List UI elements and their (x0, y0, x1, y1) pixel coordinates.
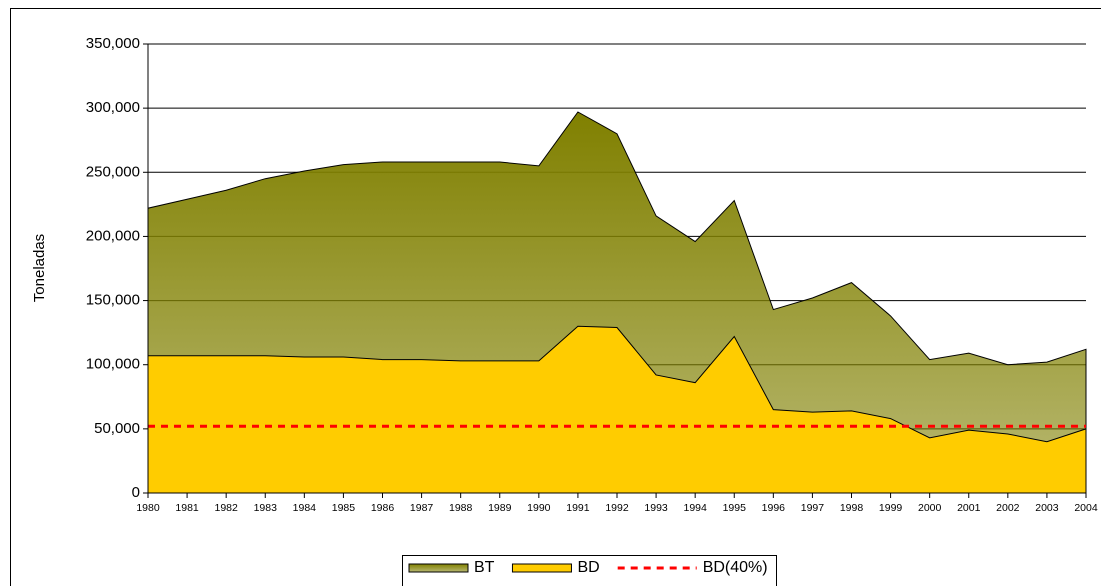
chart-frame (10, 8, 1101, 586)
x-tick-label: 1985 (332, 502, 356, 514)
x-tick-label: 2000 (918, 502, 942, 514)
x-tick-label: 1980 (136, 502, 160, 514)
x-tick-label: 1998 (840, 502, 864, 514)
legend-swatch (511, 563, 572, 573)
y-tick-label: 50,000 (94, 420, 140, 437)
x-tick-label: 1997 (801, 502, 825, 514)
x-tick-label: 1981 (175, 502, 199, 514)
x-tick-label: 1984 (293, 502, 317, 514)
y-tick-label: 0 (132, 484, 140, 501)
x-tick-label: 1987 (410, 502, 434, 514)
x-tick-label: 1993 (644, 502, 668, 514)
y-tick-label: 200,000 (86, 227, 140, 244)
x-tick-label: 1990 (527, 502, 551, 514)
legend-label: BD(40%) (703, 559, 768, 576)
y-axis-label: Toneladas (31, 234, 48, 302)
x-tick-label: 2004 (1074, 502, 1098, 514)
x-tick-label: 1991 (566, 502, 590, 514)
legend-swatch (408, 563, 469, 573)
x-tick-label: 1996 (762, 502, 786, 514)
x-tick-label: 1982 (214, 502, 238, 514)
x-tick-label: 2002 (996, 502, 1020, 514)
x-tick-label: 2003 (1035, 502, 1059, 514)
y-tick-label: 250,000 (86, 163, 140, 180)
x-tick-label: 1992 (605, 502, 629, 514)
y-tick-label: 300,000 (86, 99, 140, 116)
x-tick-label: 1999 (879, 502, 903, 514)
x-tick-label: 1986 (371, 502, 395, 514)
x-tick-label: 2001 (957, 502, 981, 514)
legend-label: BT (474, 559, 495, 576)
x-tick-label: 1989 (488, 502, 512, 514)
legend-label: BD (577, 559, 599, 576)
area-bd (147, 325, 1087, 494)
x-tick-label: 1994 (683, 502, 707, 514)
y-tick-label: 350,000 (86, 35, 140, 52)
x-tick-label: 1995 (723, 502, 747, 514)
y-tick-label: 150,000 (86, 292, 140, 309)
x-tick-label: 1983 (254, 502, 278, 514)
y-tick-label: 100,000 (86, 356, 140, 373)
x-tick-label: 1988 (449, 502, 473, 514)
